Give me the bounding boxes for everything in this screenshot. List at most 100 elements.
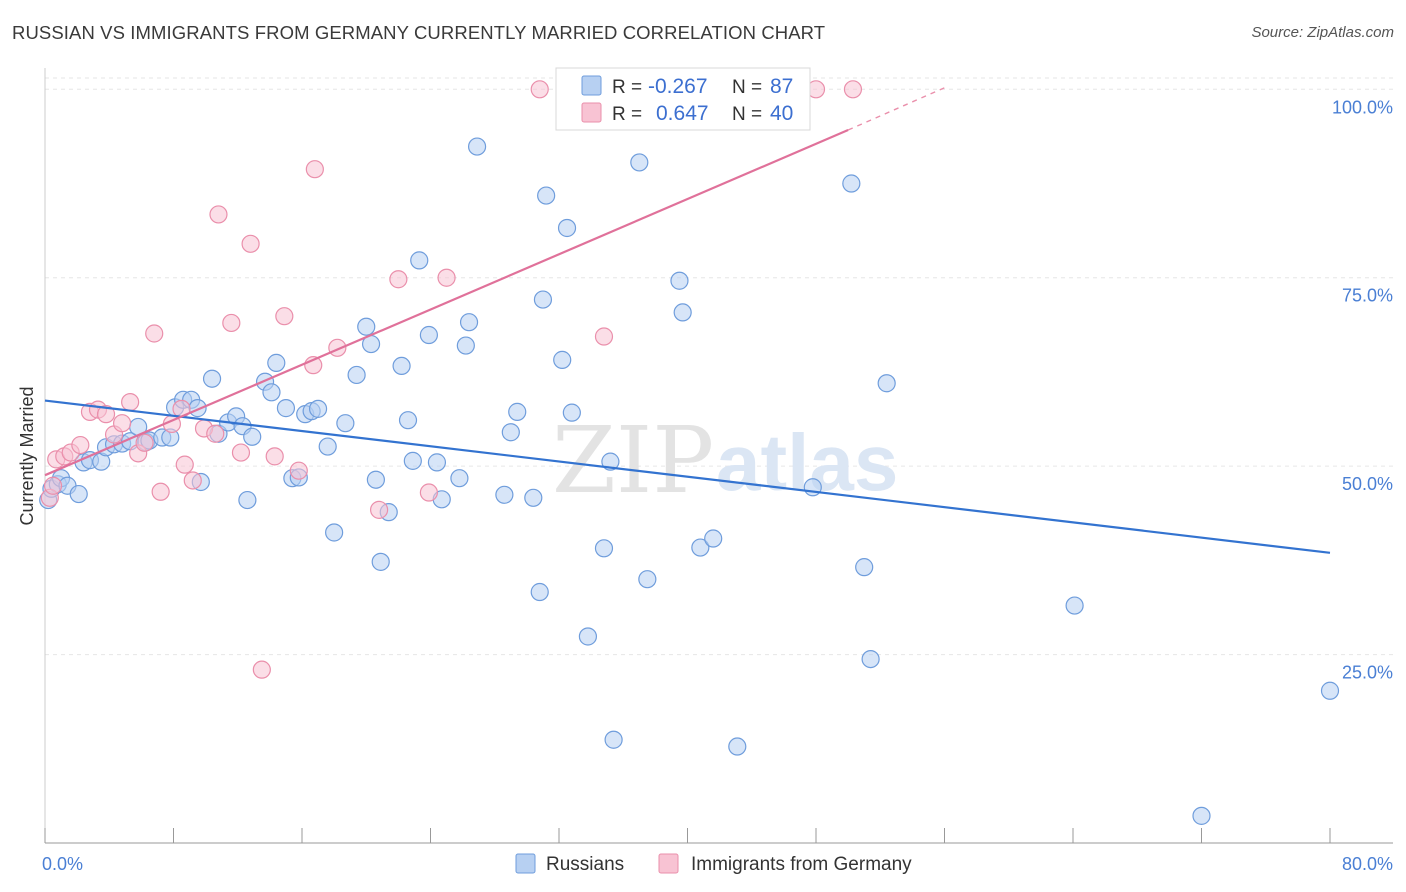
point-russians-50 xyxy=(403,451,422,470)
point-russians-39 xyxy=(318,437,337,456)
point-russians-78 xyxy=(704,529,723,548)
point-russians-71 xyxy=(601,452,620,471)
point-russians-68 xyxy=(562,403,581,422)
watermark-zip: ZIP xyxy=(552,407,714,514)
point-russians-66 xyxy=(553,350,572,369)
point-russians-53 xyxy=(427,453,447,472)
bottom-legend-swatch-russians[interactable] xyxy=(515,853,536,874)
point-russians-60 xyxy=(501,423,520,442)
point-germany-1 xyxy=(43,476,63,495)
legend-n-value-russians: 87 xyxy=(770,75,793,98)
point-germany-22 xyxy=(209,205,228,224)
point-russians-33 xyxy=(276,399,296,418)
legend-r-value-germany: 0.647 xyxy=(656,102,709,125)
point-germany-21 xyxy=(206,424,225,443)
point-germany-40 xyxy=(252,660,271,679)
point-russians-28 xyxy=(238,490,257,510)
point-russians-81 xyxy=(842,174,861,193)
point-russians-40 xyxy=(325,523,344,542)
point-russians-38 xyxy=(308,399,328,418)
point-germany-39 xyxy=(843,80,863,99)
point-russians-87 xyxy=(1320,681,1340,700)
point-germany-8 xyxy=(96,405,116,424)
y-tick-label-50: 50.0% xyxy=(1342,474,1393,494)
legend-n-label-germany: N = xyxy=(732,104,762,125)
chart-title: RUSSIAN VS IMMIGRANTS FROM GERMANY CURRE… xyxy=(12,22,826,43)
point-germany-18 xyxy=(175,455,194,474)
point-russians-61 xyxy=(508,402,527,421)
y-axis-label: Currently Married xyxy=(17,386,37,525)
bottom-legend-swatch-germany[interactable] xyxy=(658,853,679,874)
point-germany-15 xyxy=(151,482,170,501)
point-germany-30 xyxy=(305,160,324,179)
bottom-legend-label-russians[interactable]: Russians xyxy=(546,854,624,875)
bottom-legend-label-germany[interactable]: Immigrants from Germany xyxy=(691,854,912,875)
trend-line-russians xyxy=(44,399,1331,554)
point-russians-41 xyxy=(336,414,355,433)
point-russians-45 xyxy=(366,470,385,489)
point-russians-42 xyxy=(347,365,366,385)
point-russians-74 xyxy=(638,570,657,589)
point-russians-32 xyxy=(267,353,286,372)
point-russians-23 xyxy=(202,369,222,388)
point-germany-28 xyxy=(289,461,308,480)
point-germany-37 xyxy=(594,327,614,346)
point-russians-48 xyxy=(392,356,411,376)
x-tick-label-80: 80.0% xyxy=(1342,854,1393,874)
point-russians-56 xyxy=(456,336,475,355)
point-germany-19 xyxy=(183,471,202,490)
point-germany-13 xyxy=(135,433,154,452)
point-russians-31 xyxy=(262,383,281,402)
y-tick-label-75: 75.0% xyxy=(1342,286,1393,306)
point-germany-10 xyxy=(112,414,132,433)
series-germany xyxy=(40,80,863,679)
point-russians-86 xyxy=(1192,806,1211,825)
point-germany-35 xyxy=(437,268,456,287)
series-russians xyxy=(39,137,1340,825)
point-russians-65 xyxy=(537,186,556,205)
point-russians-67 xyxy=(557,218,577,238)
gridlines xyxy=(45,77,1393,656)
x-axis-ticks xyxy=(44,828,1331,843)
point-russians-62 xyxy=(524,488,543,507)
point-germany-24 xyxy=(231,443,251,462)
point-germany-26 xyxy=(265,447,284,466)
legend-n-label-russians: N = xyxy=(732,77,762,98)
point-russians-82 xyxy=(855,558,874,577)
point-russians-79 xyxy=(728,737,747,756)
point-germany-5 xyxy=(71,435,90,455)
legend-n-value-germany: 40 xyxy=(770,102,793,125)
point-russians-59 xyxy=(495,485,514,504)
trend-line-germany xyxy=(44,128,849,477)
y-tick-label-100: 100.0% xyxy=(1332,97,1393,117)
point-germany-14 xyxy=(145,324,164,343)
point-russians-58 xyxy=(467,137,487,156)
point-russians-5 xyxy=(69,484,88,504)
point-germany-25 xyxy=(241,234,260,253)
point-russians-75 xyxy=(670,271,689,290)
legend-swatch-germany xyxy=(581,102,602,123)
point-germany-23 xyxy=(222,313,241,333)
point-germany-36 xyxy=(530,80,549,99)
point-russians-52 xyxy=(419,325,438,345)
point-germany-32 xyxy=(370,500,389,519)
point-russians-29 xyxy=(243,427,262,446)
point-russians-72 xyxy=(604,730,623,749)
point-russians-70 xyxy=(594,539,614,558)
legend-r-label-russians: R = xyxy=(612,77,642,98)
point-germany-27 xyxy=(275,307,294,326)
point-germany-11 xyxy=(121,392,140,412)
legend-swatch-russians xyxy=(581,75,602,96)
point-germany-33 xyxy=(389,270,408,289)
y-tick-label-25: 25.0% xyxy=(1342,663,1393,683)
point-russians-63 xyxy=(530,582,549,602)
point-russians-77 xyxy=(691,538,710,557)
point-russians-49 xyxy=(398,411,418,430)
point-russians-57 xyxy=(459,313,479,332)
source-credit: Source: ZipAtlas.com xyxy=(1251,24,1394,41)
y-tick-labels: 25.0% 50.0% 75.0% 100.0% xyxy=(1332,97,1393,682)
point-russians-46 xyxy=(371,552,390,571)
trend-line-germany-extension xyxy=(847,87,945,131)
series-legend[interactable]: Russians Immigrants from Germany xyxy=(515,853,912,875)
